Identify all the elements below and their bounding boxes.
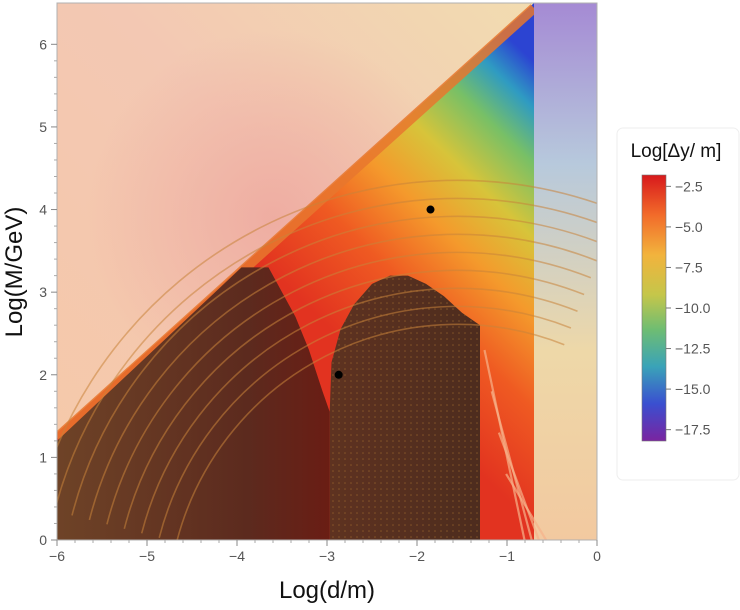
y-tick-label: 3 <box>39 284 47 300</box>
fringe-arc <box>57 179 597 450</box>
boundary-edge <box>57 4 538 442</box>
colorbar-tick-label: −5.0 <box>675 219 703 235</box>
y-tick-label: 6 <box>39 36 47 52</box>
x-axis-label: Log(d/m) <box>279 577 375 604</box>
excluded-region-right-texture <box>329 275 480 540</box>
colorbar-tick-label: −17.5 <box>675 422 711 438</box>
y-tick-label: 1 <box>39 449 47 465</box>
y-axis-label: Log(M/GeV) <box>1 207 28 338</box>
colorbar-tick-label: −7.5 <box>675 259 703 275</box>
colorbar-legend: Log[Δy/ m] −2.5 −5.0 −7.5 −10.0 −12.5 −15.0 −1… <box>616 127 740 481</box>
colorbar-title: Log[Δy/ m] <box>631 141 722 162</box>
colorbar-tick-label: −2.5 <box>675 178 703 194</box>
fringe-arc <box>140 287 578 534</box>
colorbar-tick-label: −15.0 <box>675 381 711 397</box>
x-tick-label: −1 <box>499 548 515 564</box>
fringe-arc <box>88 233 597 521</box>
x-tick-label: −5 <box>139 548 155 564</box>
right-cutoff-band <box>534 3 597 540</box>
y-tick-label: 2 <box>39 367 47 383</box>
fringe-arc <box>57 197 597 506</box>
fringe-arc <box>158 305 572 538</box>
x-tick-label: 0 <box>593 548 601 564</box>
fringe-arc <box>176 323 565 540</box>
x-tick-label: −4 <box>229 548 245 564</box>
x-tick-label: −6 <box>49 548 65 564</box>
fringe-streak <box>497 432 540 540</box>
interference-fringes <box>57 179 597 540</box>
colorbar-tick-label: −10.0 <box>675 300 711 316</box>
data-point <box>426 205 435 214</box>
fringe-arc <box>71 215 597 516</box>
colorbar <box>641 174 667 442</box>
data-point <box>334 370 343 379</box>
plot-area <box>57 3 597 540</box>
y-tick-label: 5 <box>39 119 47 135</box>
x-tick-label: −3 <box>319 548 335 564</box>
y-tick-label: 0 <box>39 532 47 548</box>
colorbar-tick-label: −12.5 <box>675 341 711 357</box>
fringe-arc <box>123 269 585 529</box>
fringe-streak <box>505 473 548 540</box>
x-tick-label: −2 <box>409 548 425 564</box>
fringe-arc <box>106 251 592 525</box>
y-tick-label: 4 <box>39 202 47 218</box>
